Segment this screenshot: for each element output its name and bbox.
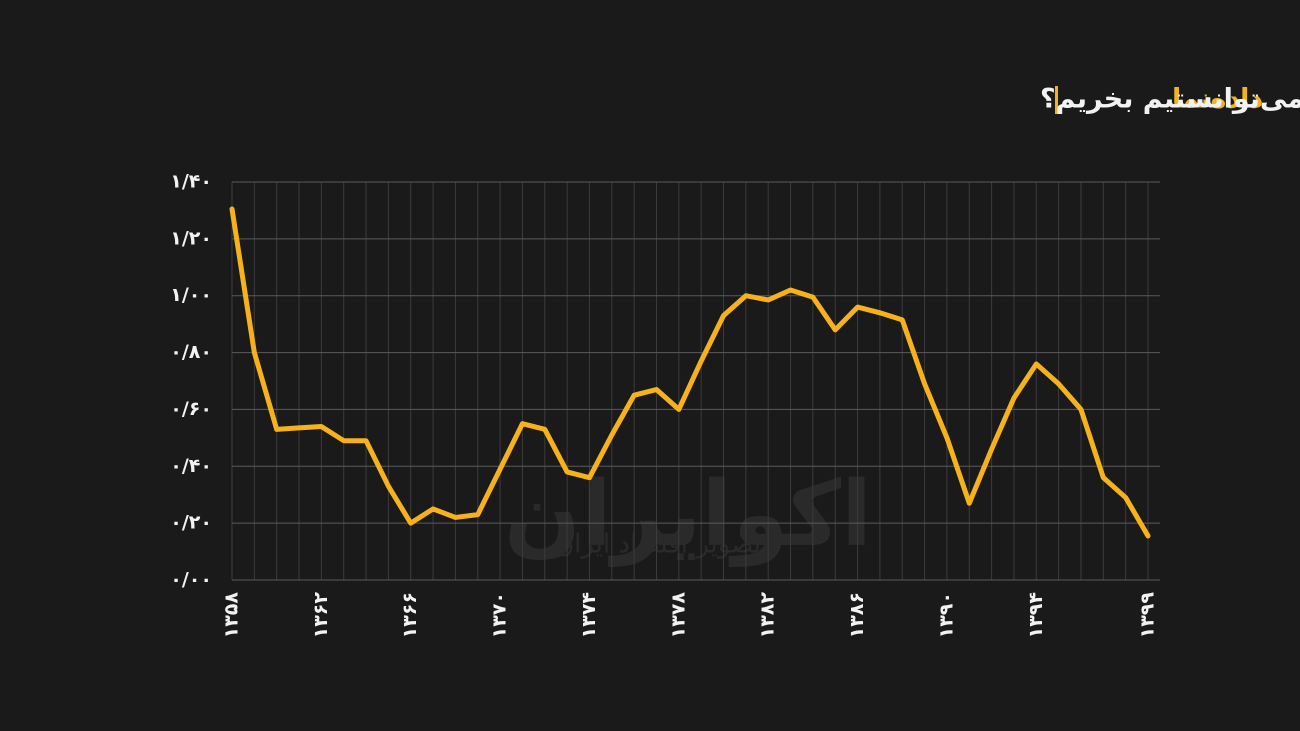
data-line [229, 206, 1151, 539]
y-tick-label: ۰/۴۰ [170, 455, 212, 477]
y-tick-label: ۰/۲۰ [170, 512, 212, 534]
brand: داده‌نما [1172, 84, 1263, 115]
y-tick-label: ۰/۸۰ [170, 341, 212, 363]
x-tick-label: ۱۳۵۸ [221, 592, 243, 639]
y-tick-label: ۱/۰۰ [170, 284, 212, 306]
watermark-subtitle: تصویر اقتصاد ایران [555, 530, 761, 560]
chart-title: با حداقل دستمزد در ۴۰ سال اخیر چند سکه م… [1040, 84, 1300, 115]
y-tick-label: ۱/۴۰ [170, 171, 212, 193]
x-tick-label: ۱۳۷۴ [578, 592, 600, 638]
y-tick-label: ۱/۲۰ [170, 227, 212, 249]
x-tick-label: ۱۳۸۶ [846, 592, 868, 638]
separator [1055, 86, 1058, 114]
x-tick-label: ۱۳۸۲ [757, 592, 779, 639]
x-tick-label: ۱۳۹۴ [1025, 592, 1047, 638]
watermark: اکوایران [504, 462, 872, 567]
x-tick-label: ۱۳۶۶ [399, 592, 421, 638]
x-tick-label: ۱۳۷۰ [489, 592, 511, 638]
x-tick-label: ۱۳۶۲ [310, 592, 332, 639]
x-tick-label: ۱۳۷۸ [667, 592, 689, 639]
y-tick-label: ۰/۰۰ [170, 569, 212, 591]
y-tick-label: ۰/۶۰ [170, 398, 212, 420]
x-tick-label: ۱۳۹۹ [1137, 592, 1159, 639]
x-tick-label: ۱۳۹۰ [935, 592, 957, 638]
